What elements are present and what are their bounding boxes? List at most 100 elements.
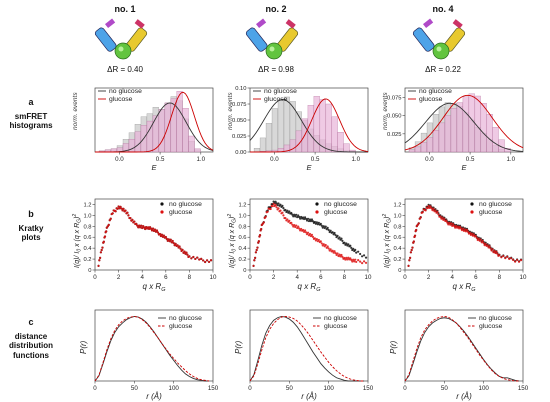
kratky-point	[124, 209, 127, 212]
x-tick-label: 50	[131, 385, 138, 392]
legend-label: glucose	[109, 96, 133, 103]
kratky-point	[451, 224, 454, 227]
delta-r-label: ΔR = 0.98	[258, 65, 294, 74]
kratky-point	[119, 205, 122, 208]
kratky-point	[468, 231, 471, 234]
kratky-point	[519, 259, 523, 262]
kratky-point	[255, 248, 258, 252]
kratky-point	[171, 239, 174, 243]
row-label-line: plots	[21, 233, 41, 242]
histogram-bar	[295, 130, 302, 153]
kratky-point	[424, 209, 427, 212]
histogram-bar	[194, 148, 201, 153]
kratky-point	[326, 245, 329, 248]
row-letter: b	[28, 209, 34, 219]
row-label-line: distance	[14, 331, 48, 341]
kratky-point	[297, 225, 300, 228]
protein-tag-red	[134, 19, 145, 29]
y-tick-label: 0.8	[238, 224, 246, 230]
kratky-point	[410, 248, 413, 252]
protein-hinge-green	[114, 42, 132, 60]
legend-label: glucose	[479, 323, 503, 330]
gaussian-fit-line	[404, 94, 524, 151]
kratky-point	[350, 258, 353, 261]
kratky-point	[138, 224, 141, 227]
kratky-point	[446, 221, 449, 224]
kratky-point	[147, 226, 150, 229]
kratky-point	[349, 244, 352, 247]
kratky-point	[188, 255, 191, 258]
kratky-point	[362, 260, 366, 263]
plot-frame	[404, 198, 524, 271]
kratky-point	[352, 258, 355, 261]
histogram-bar	[444, 115, 451, 153]
kratky-point	[320, 224, 323, 227]
kratky-point	[354, 248, 357, 251]
y-tick-label: 0.4	[393, 246, 402, 252]
legend-label: glucose	[324, 209, 348, 216]
kratky-point	[429, 205, 432, 208]
kratky-point	[293, 213, 296, 216]
kratky-point	[135, 222, 138, 226]
protein-hinge-highlight	[436, 46, 442, 52]
kratky-point	[109, 217, 112, 220]
kratky-point	[408, 259, 411, 262]
kratky-point	[276, 203, 279, 207]
protein-hinge-highlight	[269, 46, 275, 52]
kratky-point	[140, 224, 143, 227]
x-tick-label: 2	[117, 274, 121, 281]
x-axis-label: q x RG	[298, 282, 322, 293]
kratky-point	[102, 240, 105, 243]
kratky-point	[504, 256, 507, 260]
panel-b-no2: 0 2 4 6 8 10 0 0.2 0.4 0.6 0.8 1.0 1.2 q x RG I(q)/ I0…	[227, 198, 372, 293]
histogram-bar	[426, 137, 433, 153]
kratky-point	[176, 244, 179, 247]
histogram-bar	[158, 109, 165, 153]
kratky-point	[355, 260, 358, 264]
y-tick-label: 0	[398, 268, 401, 274]
kratky-point	[347, 256, 350, 259]
x-tick-label: 10	[365, 274, 372, 281]
kratky-point	[364, 261, 368, 264]
column-title: no. 4	[432, 4, 453, 14]
x-tick-label: 6	[164, 274, 168, 281]
kratky-point	[107, 223, 110, 226]
kratky-point	[181, 248, 184, 251]
histogram-bar	[337, 132, 344, 153]
histogram-bar	[188, 135, 195, 153]
kratky-point	[286, 209, 289, 212]
kratky-point	[514, 260, 517, 263]
histogram-bar	[271, 108, 278, 153]
x-tick-label: 10	[520, 274, 527, 281]
x-tick-label: 2	[427, 274, 431, 281]
x-tick-label: 100	[479, 385, 490, 392]
kratky-point	[300, 227, 303, 231]
kratky-point	[355, 251, 358, 254]
kratky-point	[275, 206, 278, 209]
kratky-point	[500, 256, 503, 259]
histogram-bar	[432, 130, 439, 153]
histogram-bar	[325, 103, 332, 153]
plot-frame	[94, 198, 214, 271]
kratky-point	[300, 215, 303, 219]
kratky-point	[254, 256, 257, 260]
kratky-point	[103, 235, 107, 238]
x-axis-label: E	[461, 163, 467, 172]
kratky-point	[317, 238, 320, 242]
legend-label: glucose	[169, 323, 193, 330]
kratky-point	[277, 202, 280, 205]
kratky-point	[151, 227, 155, 230]
kratky-point	[493, 249, 496, 253]
legend-label: glucose	[479, 209, 503, 216]
x-tick-label: 0.0	[115, 156, 124, 163]
kratky-point	[282, 214, 285, 217]
x-tick-label: 50	[441, 385, 448, 392]
kratky-point	[482, 241, 485, 245]
column-title: no. 1	[114, 4, 135, 14]
row-letter: a	[28, 97, 34, 107]
histogram-bar	[456, 102, 463, 153]
kratky-point	[426, 207, 429, 210]
kratky-point	[345, 242, 348, 245]
histogram-bar	[331, 116, 338, 153]
kratky-point	[315, 221, 318, 224]
